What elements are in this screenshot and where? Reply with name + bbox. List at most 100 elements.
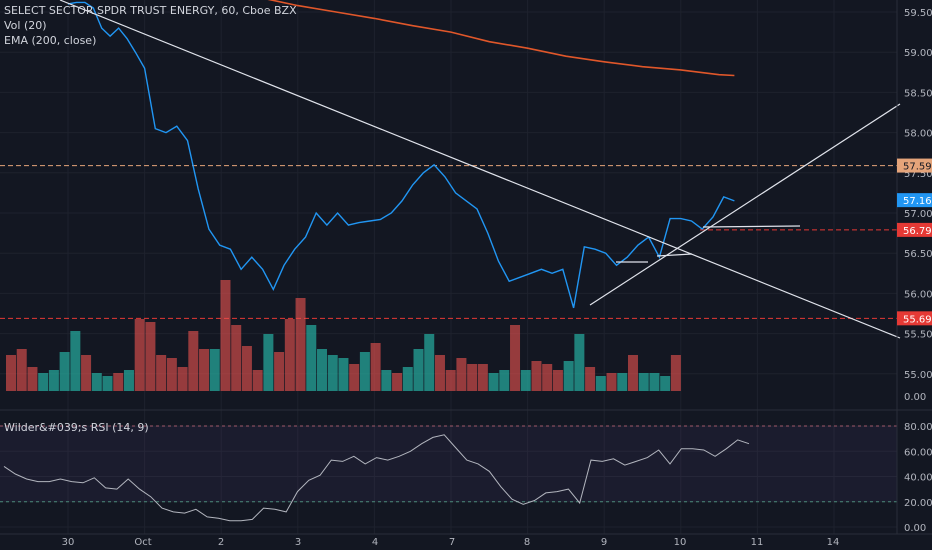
uptrend-line[interactable] [589, 103, 901, 306]
time-tick-label: 8 [524, 537, 530, 548]
price-tick-label: 56.00 [904, 289, 932, 300]
volume-bar-39 [424, 334, 435, 391]
volume-bar-6 [70, 331, 81, 391]
volume-bar-54 [585, 367, 596, 391]
volume-bar-59 [638, 373, 649, 391]
time-tick-label: 11 [751, 537, 764, 548]
price-tick-label: 58.50 [904, 88, 932, 99]
time-tick-label: 7 [449, 537, 455, 548]
volume-bar-10 [113, 373, 124, 391]
support-segment-2[interactable] [656, 253, 693, 257]
grid [0, 0, 897, 534]
ema-legend[interactable]: EMA (200, close) [4, 34, 97, 47]
volume-bar-4 [48, 370, 59, 391]
volume-bar-28 [306, 325, 317, 391]
volume-bar-35 [381, 370, 392, 391]
volume-bar-53 [574, 334, 585, 391]
volume-bar-8 [91, 373, 102, 391]
price-tags: 57.59 57.16 56.79 55.69 [897, 158, 932, 326]
price-tag-label: 55.69 [903, 314, 932, 325]
price-tag-bg-0 [897, 158, 932, 173]
volume-bar-9 [102, 376, 113, 391]
trend-drawings[interactable] [59, 0, 901, 339]
volume-tick-label: 0.00 [904, 392, 926, 403]
time-tick-label: 30 [62, 537, 75, 548]
volume-legend[interactable]: Vol (20) [4, 19, 47, 32]
pane-separators [0, 0, 932, 535]
volume-bar-47 [510, 325, 521, 391]
price-tick-label: 58.00 [904, 129, 932, 140]
rsi-tick-label: 80.00 [904, 422, 932, 433]
price-tag-label: 57.16 [903, 196, 932, 207]
volume-bar-34 [370, 343, 381, 391]
volume-bar-43 [467, 364, 478, 391]
price-tick-label: 59.00 [904, 48, 932, 59]
time-tick-label: 10 [674, 537, 687, 548]
volume-bar-52 [563, 361, 574, 391]
rsi-band-fill [0, 426, 897, 502]
volume-bar-36 [392, 373, 403, 391]
volume-bar-44 [477, 364, 488, 391]
volume-bar-1 [16, 349, 27, 391]
time-tick-label: 2 [218, 537, 224, 548]
price-tick-label: 56.50 [904, 249, 932, 260]
volume-bar-33 [359, 352, 370, 391]
time-axis[interactable]: 30 Oct 2 3 4 7 8 9 10 11 14 [62, 537, 840, 548]
price-tag-label: 57.59 [903, 162, 932, 173]
volume-bar-62 [670, 355, 681, 391]
symbol-title[interactable]: SELECT SECTOR SPDR TRUST ENERGY, 60, Cbo… [4, 4, 297, 17]
rsi-tick-label: 60.00 [904, 447, 932, 458]
resistance-segment[interactable] [702, 225, 801, 228]
volume-bar-51 [552, 370, 563, 391]
horizontal-levels [0, 165, 897, 319]
volume-bar-16 [177, 367, 188, 391]
volume-axis: 0.00 [904, 392, 926, 403]
volume-bar-60 [649, 373, 660, 391]
volume-bar-14 [156, 355, 167, 391]
volume-bar-40 [434, 355, 445, 391]
volume-bar-0 [6, 355, 16, 391]
volume-bar-49 [531, 361, 542, 391]
volume-bar-7 [81, 355, 92, 391]
volume-bar-17 [188, 331, 199, 391]
volume-bar-25 [274, 352, 285, 391]
price-tag-bg-3 [897, 311, 932, 326]
price-tick-label: 57.50 [904, 169, 932, 180]
volume-bar-26 [284, 319, 295, 391]
volume-bar-23 [252, 370, 263, 391]
price-tag-bg-1 [897, 193, 932, 208]
volume-bar-32 [349, 364, 360, 391]
price-tick-label: 59.50 [904, 8, 932, 19]
volume-bars [6, 280, 681, 391]
price-tick-label: 55.00 [904, 370, 932, 381]
volume-bar-45 [488, 373, 499, 391]
time-tick-label: Oct [134, 537, 151, 548]
volume-bar-31 [338, 358, 349, 391]
volume-bar-20 [220, 280, 231, 391]
volume-bar-57 [617, 373, 628, 391]
volume-bar-5 [59, 352, 70, 391]
volume-bar-46 [499, 370, 510, 391]
volume-bar-48 [520, 370, 531, 391]
volume-bar-58 [627, 355, 638, 391]
time-tick-label: 14 [827, 537, 840, 548]
price-tag-bg-2 [897, 222, 932, 237]
volume-bar-61 [660, 376, 671, 391]
volume-bar-21 [231, 325, 242, 391]
volume-bar-37 [402, 367, 413, 391]
volume-bar-22 [241, 346, 252, 391]
rsi-line [3, 434, 750, 522]
price-tick-label: 55.50 [904, 330, 932, 341]
price-axis[interactable]: 59.50 59.00 58.50 58.00 57.50 57.00 56.50 56.00… [904, 8, 932, 381]
rsi-legend[interactable]: Wilder&#039;s RSI (14, 9) [4, 421, 149, 434]
time-tick-label: 4 [372, 537, 378, 548]
volume-bar-56 [606, 373, 617, 391]
volume-bar-13 [145, 322, 156, 391]
ema-line [267, 0, 735, 77]
rsi-tick-label: 40.00 [904, 473, 932, 484]
volume-bar-41 [445, 370, 456, 391]
time-tick-label: 3 [295, 537, 301, 548]
downtrend-line[interactable] [59, 0, 901, 339]
volume-bar-15 [166, 358, 177, 391]
